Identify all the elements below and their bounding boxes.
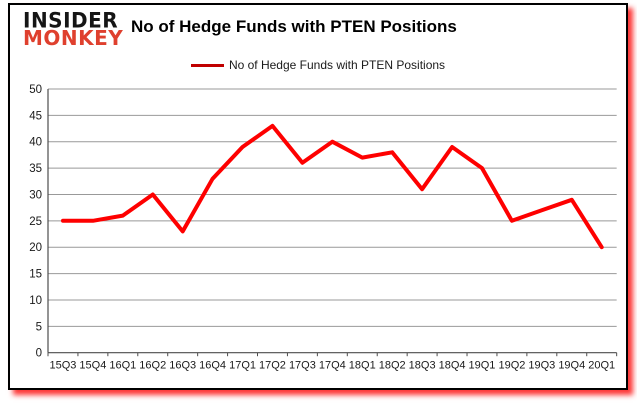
y-tick-label: 30	[29, 189, 42, 201]
x-tick-label: 19Q1	[469, 360, 496, 372]
x-tick-label: 17Q4	[319, 360, 346, 372]
line-chart: 0 5 10 15 20 25 30 35 40 45 50 15Q3 15Q4 16Q1 16Q2 16Q3…	[29, 84, 618, 372]
x-tick-label: 16Q4	[199, 360, 226, 372]
y-tick-label: 0	[36, 348, 42, 360]
x-tick-label: 18Q2	[379, 360, 406, 372]
x-tick-label: 16Q1	[109, 360, 136, 372]
chart-title: No of Hedge Funds with PTEN Positions	[131, 17, 457, 36]
chart-card: INSIDER MONKEY No of Hedge Funds with PT…	[8, 3, 628, 390]
logo-line-insider: INSIDER	[23, 7, 119, 33]
y-tick-label: 45	[29, 110, 42, 122]
y-tick-label: 10	[29, 295, 42, 307]
legend: No of Hedge Funds with PTEN Positions	[10, 58, 626, 72]
y-tick-label: 40	[29, 137, 42, 149]
x-tick-label: 20Q1	[588, 360, 615, 372]
x-tick-label: 18Q3	[409, 360, 436, 372]
x-tick-label: 18Q1	[349, 360, 376, 372]
x-tick-label: 18Q4	[439, 360, 466, 372]
x-tick-label: 15Q4	[79, 360, 106, 372]
series-line	[61, 123, 604, 250]
legend-label: No of Hedge Funds with PTEN Positions	[228, 58, 446, 72]
x-tick-label: 19Q3	[528, 360, 555, 372]
x-tick-label: 16Q2	[139, 360, 166, 372]
x-tick-label: 15Q3	[50, 360, 77, 372]
x-tick-label: 17Q3	[289, 360, 316, 372]
x-tick-label: 19Q4	[558, 360, 585, 372]
logo-line-monkey: MONKEY	[23, 26, 124, 51]
y-tick-label: 50	[29, 84, 42, 96]
y-tick-label: 35	[29, 163, 42, 175]
y-tick-label: 15	[29, 269, 42, 281]
legend-line-swatch	[190, 63, 224, 67]
x-tick-label: 17Q1	[229, 360, 256, 372]
insider-monkey-logo: INSIDER MONKEY	[23, 7, 124, 51]
y-tick-label: 20	[29, 242, 42, 254]
x-tick-label: 19Q2	[498, 360, 525, 372]
x-tick-label: 16Q3	[169, 360, 196, 372]
y-tick-label: 25	[29, 216, 42, 228]
y-tick-label: 5	[36, 321, 42, 333]
x-tick-label: 17Q2	[259, 360, 286, 372]
